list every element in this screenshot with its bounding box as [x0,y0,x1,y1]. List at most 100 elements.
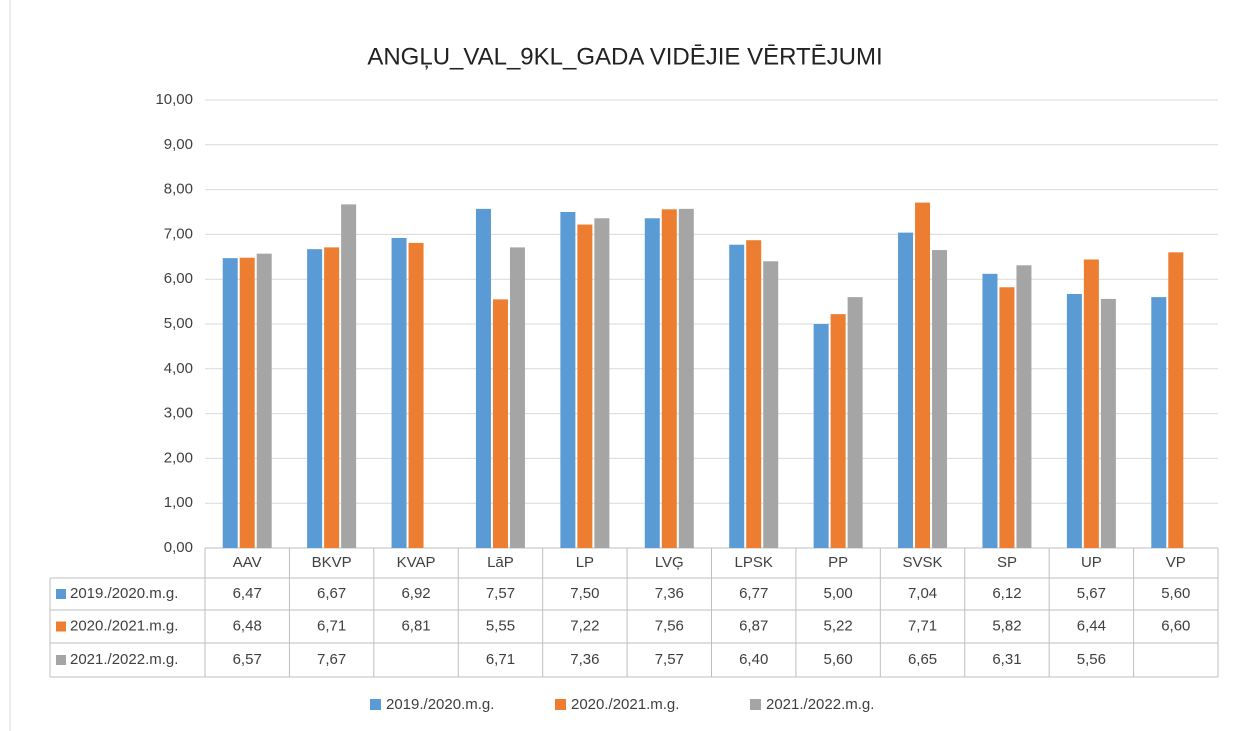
bar [1100,298,1116,548]
table-series-name: 2021./2022.m.g. [70,651,178,668]
bar [830,314,846,548]
bar [915,202,931,549]
x-tick-label: UP [1081,554,1102,571]
y-tick-label: 10,00 [155,91,193,108]
bar [1151,297,1167,548]
y-tick-label: 4,00 [164,360,193,377]
bar [847,297,863,548]
x-tick-label: LPSK [735,554,773,571]
bar [932,250,948,548]
table-legend-key [56,621,66,632]
table-cell: 7,36 [655,585,684,602]
table-cell: 6,48 [233,617,262,634]
table-series-name: 2020./2021.m.g. [70,617,178,634]
bar [560,212,576,548]
table-cell: 6,57 [233,651,262,668]
bar [307,249,323,548]
table-cell: 7,04 [908,585,937,602]
bar [341,204,357,548]
table-cell: 6,40 [739,651,768,668]
bar [763,261,779,548]
table-cell: 7,67 [317,651,346,668]
bar [1066,293,1082,548]
y-tick-label: 8,00 [164,181,193,198]
table-cell: 6,71 [317,617,346,634]
bar [746,240,762,548]
bar [1168,252,1184,548]
bar [999,287,1015,548]
table-cell: 7,36 [570,651,599,668]
y-tick-label: 2,00 [164,449,193,466]
bar [222,258,238,548]
y-tick-label: 6,00 [164,270,193,287]
legend-key [750,699,761,710]
table-cell: 6,12 [992,585,1021,602]
legend-label: 2020./2021.m.g. [571,696,679,713]
table-cell: 7,50 [570,585,599,602]
table-cell: 7,71 [908,617,937,634]
bar [492,299,508,548]
bar [256,253,272,548]
table-cell: 6,44 [1077,617,1106,634]
y-tick-label: 9,00 [164,136,193,153]
table-cell: 6,71 [486,651,515,668]
legend-key [555,699,566,710]
table-cell: 6,87 [739,617,768,634]
bar [678,208,694,548]
table-cell: 5,55 [486,617,515,634]
bar [1083,259,1099,548]
x-tick-label: LVĢ [655,554,684,571]
table-legend-key [56,589,66,599]
bar [729,244,745,549]
x-tick-label: PP [828,554,848,571]
table-cell: 7,22 [570,617,599,634]
table-cell: 6,31 [992,651,1021,668]
bar [577,224,593,548]
y-tick-label: 3,00 [164,405,193,422]
legend-label: 2019./2020.m.g. [386,696,494,713]
x-tick-label: BKVP [312,554,352,571]
bar [644,218,660,548]
table-cell: 6,67 [317,585,346,602]
legend-label: 2021./2022.m.g. [766,696,874,713]
y-tick-label: 5,00 [164,315,193,332]
bar [408,242,424,549]
bar [982,273,998,548]
legend-key [370,699,381,710]
table-cell: 6,77 [739,585,768,602]
table-cell: 5,67 [1077,585,1106,602]
table-cell: 7,57 [655,651,684,668]
table-cell: 6,92 [401,585,430,602]
table-cell: 5,60 [824,651,853,668]
table-cell: 5,00 [824,585,853,602]
x-tick-label: LāP [487,554,514,571]
bar [594,218,610,548]
bar [239,257,255,548]
bar [898,232,914,548]
chart-title: ANGĻU_VAL_9KL_GADA VIDĒJIE VĒRTĒJUMI [367,43,882,70]
y-tick-label: 7,00 [164,225,193,242]
x-tick-label: LP [576,554,594,571]
x-tick-label: SVSK [903,554,943,571]
table-cell: 6,65 [908,651,937,668]
x-tick-label: VP [1166,554,1186,571]
table-legend-key [56,655,66,665]
bar [509,247,525,548]
bar [1016,265,1032,548]
table-cell: 5,22 [824,617,853,634]
bar [324,247,340,548]
bar [391,237,407,548]
table-cell: 5,60 [1161,585,1190,602]
table-cell: 5,82 [992,617,1021,634]
table-series-name: 2019./2020.m.g. [70,585,178,602]
table-cell: 6,60 [1161,617,1190,634]
bar [475,208,491,548]
table-cell: 7,56 [655,617,684,634]
x-tick-label: SP [997,554,1017,571]
table-cell: 7,57 [486,585,515,602]
table-cell: 5,56 [1077,651,1106,668]
x-tick-label: AAV [233,554,262,571]
bar [813,324,829,548]
table-cell: 6,81 [401,617,430,634]
